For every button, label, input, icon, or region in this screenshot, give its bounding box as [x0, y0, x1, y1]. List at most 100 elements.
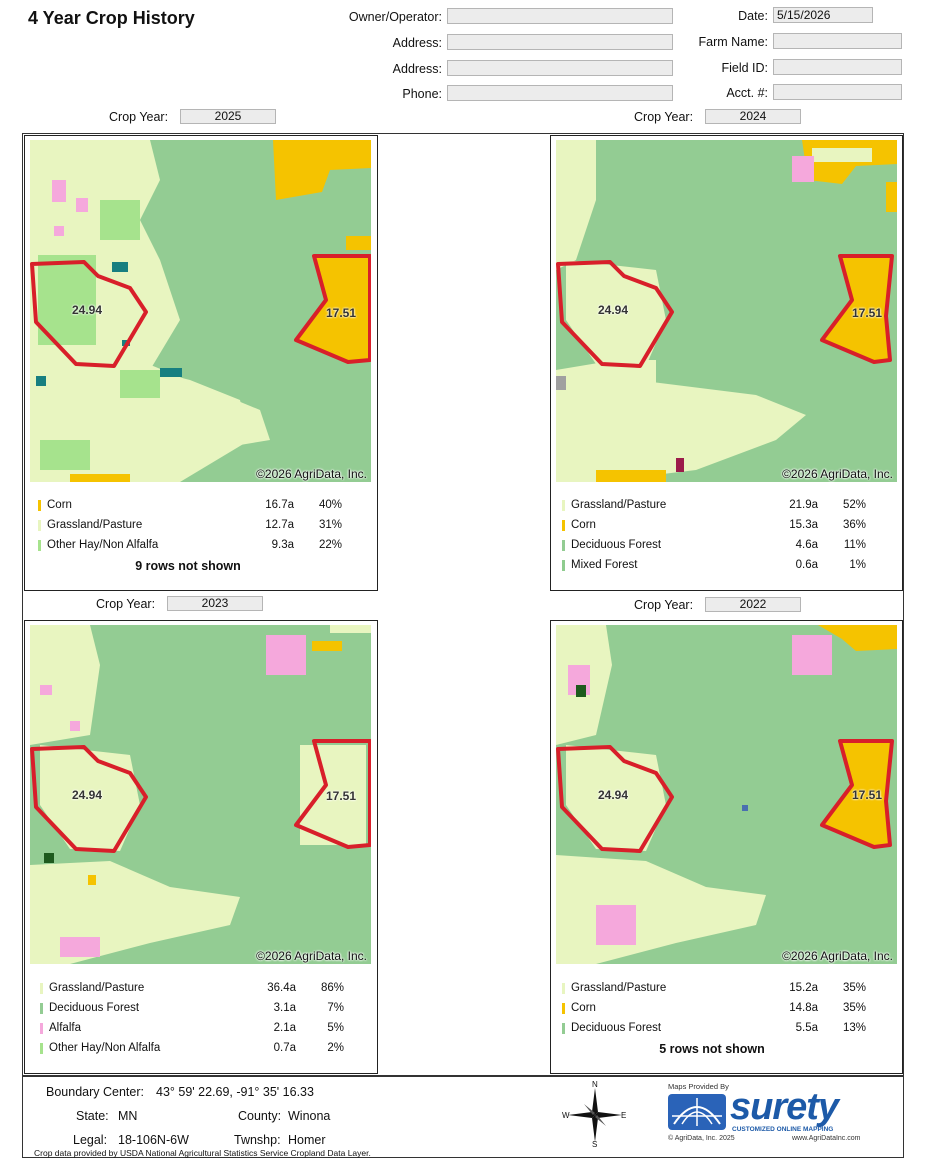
address2-field[interactable]	[447, 60, 673, 76]
field-id-label: Field ID:	[721, 61, 768, 75]
field-label-left-2025: 24.94	[72, 303, 103, 317]
legend-swatch	[562, 1003, 565, 1014]
legend-percent: 2%	[327, 1042, 344, 1054]
legend-row: Alfalfa 2.1a 5%	[40, 1020, 370, 1036]
legend-acres: 36.4a	[267, 982, 296, 994]
legal-value: 18-106N-6W	[118, 1133, 189, 1147]
legend-percent: 22%	[318, 539, 342, 551]
township-label: Twnshp:	[234, 1133, 281, 1147]
owner-field[interactable]	[447, 8, 673, 24]
field-label-right-2025: 17.51	[326, 306, 357, 320]
farm-name-field[interactable]	[773, 33, 902, 49]
crop-year-field-2024: 2024	[705, 109, 801, 124]
legend-percent: 1%	[849, 559, 866, 571]
globe-logo-icon	[668, 1094, 726, 1130]
legend-row: Grassland/Pasture 21.9a 52%	[562, 497, 892, 513]
logo-copyright: © AgriData, Inc. 2025	[668, 1135, 735, 1142]
legend-acres: 9.3a	[271, 539, 294, 551]
legend-row: Mixed Forest 0.6a 1%	[562, 557, 892, 573]
legend-swatch	[38, 540, 41, 551]
map-copyright-2022: ©2026 AgriData, Inc.	[782, 949, 893, 963]
legend-crop-name: Other Hay/Non Alfalfa	[47, 539, 159, 551]
legend-swatch	[562, 560, 565, 571]
legend-crop-name: Other Hay/Non Alfalfa	[49, 1042, 161, 1054]
boundary-center-label: Boundary Center:	[46, 1085, 144, 1099]
phone-field[interactable]	[447, 85, 673, 101]
crop-map-2025: 24.94 17.51 ©2026 AgriData, Inc.	[30, 140, 371, 482]
state-value: MN	[118, 1109, 138, 1123]
legend-2022: Grassland/Pasture 15.2a 35% Corn 14.8a 3…	[562, 980, 892, 1060]
legend-2024: Grassland/Pasture 21.9a 52% Corn 15.3a 3…	[562, 497, 892, 577]
compass-n: N	[592, 1080, 598, 1089]
legend-crop-name: Mixed Forest	[571, 559, 638, 571]
legend-row: Grassland/Pasture 12.7a 31%	[38, 517, 368, 533]
legend-crop-name: Deciduous Forest	[571, 1022, 662, 1034]
state-label: State:	[76, 1109, 109, 1123]
legend-row: Deciduous Forest 4.6a 11%	[562, 537, 892, 553]
legend-2023: Grassland/Pasture 36.4a 86% Deciduous Fo…	[40, 980, 370, 1060]
legend-swatch	[40, 983, 43, 994]
legend-crop-name: Deciduous Forest	[49, 1002, 140, 1014]
legend-crop-name: Deciduous Forest	[571, 539, 662, 551]
acct-label: Acct. #:	[726, 86, 768, 100]
legend-acres: 4.6a	[795, 539, 818, 551]
legend-swatch	[38, 520, 41, 531]
date-field[interactable]: 5/15/2026	[773, 7, 873, 23]
legend-acres: 3.1a	[273, 1002, 296, 1014]
field-id-field[interactable]	[773, 59, 902, 75]
legend-percent: 40%	[318, 499, 342, 511]
legend-percent: 31%	[318, 519, 342, 531]
field-label-right-2024: 17.51	[852, 306, 883, 320]
field-label-right-2022: 17.51	[852, 788, 883, 802]
legend-crop-name: Grassland/Pasture	[49, 982, 145, 994]
owner-label: Owner/Operator:	[348, 10, 442, 24]
field-label-left-2022: 24.94	[598, 788, 629, 802]
logo-website: www.AgriDataInc.com	[792, 1135, 861, 1142]
crop-year-label-2022: Crop Year:	[634, 598, 694, 612]
legend-crop-name: Corn	[571, 1002, 596, 1014]
legend-row: Deciduous Forest 3.1a 7%	[40, 1000, 370, 1016]
page-title: 4 Year Crop History	[28, 8, 195, 28]
legend-swatch	[40, 1043, 43, 1054]
legal-label: Legal:	[73, 1133, 108, 1147]
legend-acres: 14.8a	[789, 1002, 818, 1014]
legend-swatch	[38, 500, 41, 511]
acct-field[interactable]	[773, 84, 902, 100]
legend-row: Corn 14.8a 35%	[562, 1000, 892, 1016]
date-label: Date:	[738, 9, 768, 23]
crop-year-field-2023: 2023	[167, 596, 263, 611]
legend-crop-name: Grassland/Pasture	[571, 982, 667, 994]
brand-logo: surety	[730, 1086, 839, 1128]
maps-area	[22, 133, 904, 1076]
legend-swatch	[562, 520, 565, 531]
footer-info	[22, 1076, 904, 1158]
county-label: County:	[238, 1109, 282, 1123]
county-value: Winona	[288, 1109, 331, 1123]
address2-label: Address:	[392, 62, 442, 76]
compass-e: E	[621, 1111, 627, 1120]
legend-row: Grassland/Pasture 36.4a 86%	[40, 980, 370, 996]
field-label-right-2023: 17.51	[326, 789, 357, 803]
legend-row: Other Hay/Non Alfalfa 9.3a 22%	[38, 537, 368, 553]
legend-2025: Corn 16.7a 40% Grassland/Pasture 12.7a 3…	[38, 497, 368, 577]
address1-label: Address:	[392, 36, 442, 50]
field-label-left-2024: 24.94	[598, 303, 629, 317]
rows-not-shown-note: 5 rows not shown	[659, 1042, 765, 1056]
legend-swatch	[562, 500, 565, 511]
legend-swatch	[40, 1003, 43, 1014]
legend-acres: 15.3a	[789, 519, 818, 531]
legend-percent: 35%	[842, 982, 866, 994]
legend-row: Other Hay/Non Alfalfa 0.7a 2%	[40, 1040, 370, 1056]
legend-crop-name: Corn	[571, 519, 596, 531]
legend-acres: 15.2a	[789, 982, 818, 994]
crop-year-label-2023: Crop Year:	[96, 597, 156, 611]
legend-row: Grassland/Pasture 15.2a 35%	[562, 980, 892, 996]
legend-percent: 7%	[327, 1002, 344, 1014]
compass-w: W	[562, 1111, 570, 1120]
legend-crop-name: Corn	[47, 499, 72, 511]
crop-year-label-2025: Crop Year:	[109, 110, 169, 124]
address1-field[interactable]	[447, 34, 673, 50]
map-copyright-2024: ©2026 AgriData, Inc.	[782, 467, 893, 481]
township-value: Homer	[288, 1133, 326, 1147]
legend-percent: 13%	[842, 1022, 866, 1034]
